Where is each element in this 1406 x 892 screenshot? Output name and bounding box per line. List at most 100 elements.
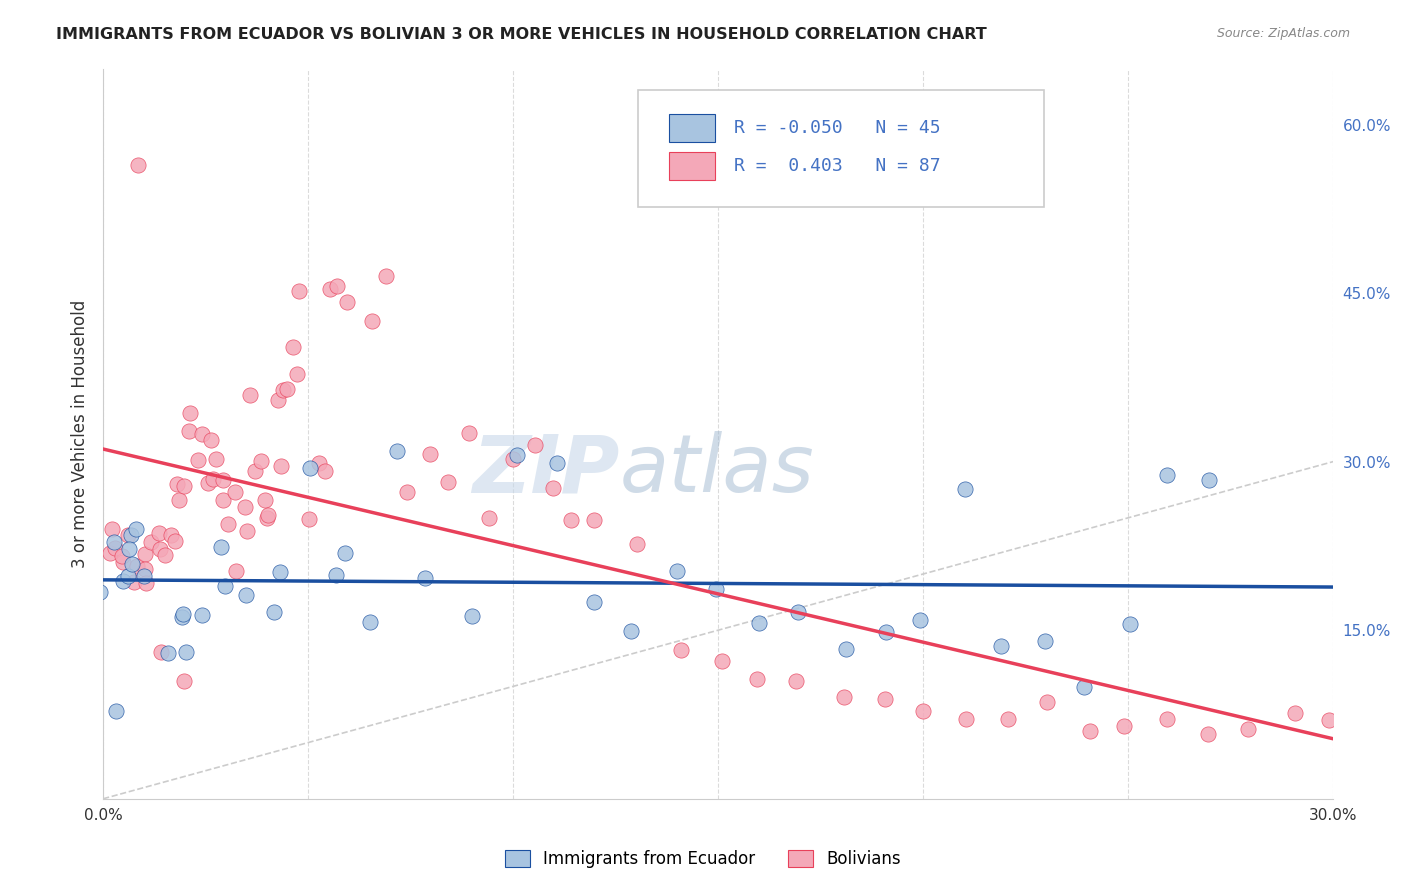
Point — [419, 447, 441, 461]
Point — [1112, 719, 1135, 733]
Point — [156, 646, 179, 660]
Point — [177, 424, 200, 438]
Point — [325, 567, 347, 582]
Point — [546, 456, 568, 470]
Point — [1284, 706, 1306, 720]
Text: atlas: atlas — [620, 431, 814, 509]
Point — [204, 452, 226, 467]
Point — [127, 559, 149, 574]
Point — [225, 564, 247, 578]
Point — [148, 526, 170, 541]
Point — [134, 562, 156, 576]
Point — [263, 605, 285, 619]
Point — [478, 510, 501, 524]
Point — [745, 673, 768, 687]
Point — [179, 406, 201, 420]
Point — [395, 485, 418, 500]
Point — [233, 500, 256, 515]
Point — [170, 610, 193, 624]
Point — [953, 482, 976, 496]
Point — [250, 454, 273, 468]
Point — [139, 535, 162, 549]
Point — [224, 484, 246, 499]
Point — [134, 547, 156, 561]
Point — [135, 575, 157, 590]
Point — [214, 579, 236, 593]
Point — [236, 524, 259, 538]
Point — [257, 508, 280, 522]
Point — [359, 615, 381, 630]
Point — [583, 595, 606, 609]
Point — [271, 383, 294, 397]
Text: Source: ZipAtlas.com: Source: ZipAtlas.com — [1216, 27, 1350, 40]
Point — [506, 448, 529, 462]
Point — [711, 654, 734, 668]
Point — [149, 542, 172, 557]
Point — [1317, 714, 1340, 728]
Text: IMMIGRANTS FROM ECUADOR VS BOLIVIAN 3 OR MORE VEHICLES IN HOUSEHOLD CORRELATION : IMMIGRANTS FROM ECUADOR VS BOLIVIAN 3 OR… — [56, 27, 987, 42]
Point — [150, 644, 173, 658]
Point — [254, 492, 277, 507]
Point — [117, 528, 139, 542]
Point — [665, 564, 688, 578]
Point — [187, 452, 209, 467]
Point — [669, 643, 692, 657]
Point — [270, 458, 292, 473]
Point — [121, 558, 143, 572]
Point — [287, 284, 309, 298]
Point — [560, 513, 582, 527]
Point — [502, 451, 524, 466]
Point — [134, 569, 156, 583]
Point — [117, 569, 139, 583]
Point — [385, 444, 408, 458]
Point — [875, 691, 897, 706]
Point — [1033, 634, 1056, 648]
Point — [375, 268, 398, 283]
Point — [1119, 617, 1142, 632]
Point — [835, 642, 858, 657]
Point — [122, 574, 145, 589]
Point — [212, 493, 235, 508]
Point — [269, 565, 291, 579]
Point — [336, 294, 359, 309]
Point — [118, 541, 141, 556]
Point — [238, 388, 260, 402]
Point — [1197, 727, 1219, 741]
Point — [437, 475, 460, 490]
Point — [89, 584, 111, 599]
Point — [875, 625, 897, 640]
Text: ZIP: ZIP — [472, 431, 620, 509]
Point — [217, 517, 239, 532]
Point — [326, 279, 349, 293]
Point — [98, 546, 121, 560]
FancyBboxPatch shape — [669, 114, 716, 142]
Point — [911, 704, 934, 718]
Point — [173, 479, 195, 493]
Point — [1078, 723, 1101, 738]
Point — [155, 548, 177, 562]
Point — [167, 493, 190, 508]
Point — [212, 473, 235, 487]
Point — [104, 541, 127, 555]
Point — [202, 472, 225, 486]
Point — [1156, 468, 1178, 483]
Point — [361, 314, 384, 328]
Y-axis label: 3 or more Vehicles in Household: 3 or more Vehicles in Household — [72, 300, 89, 568]
Point — [704, 582, 727, 596]
Point — [626, 537, 648, 551]
Point — [786, 605, 808, 619]
Point — [832, 690, 855, 704]
Point — [298, 460, 321, 475]
Text: R =  0.403   N = 87: R = 0.403 N = 87 — [734, 157, 941, 176]
Point — [955, 712, 977, 726]
Point — [1236, 722, 1258, 736]
Point — [165, 534, 187, 549]
Point — [285, 368, 308, 382]
Point — [543, 481, 565, 495]
Point — [200, 434, 222, 448]
Point — [243, 464, 266, 478]
Point — [104, 704, 127, 718]
Point — [100, 522, 122, 536]
Point — [159, 528, 181, 542]
Point — [267, 392, 290, 407]
